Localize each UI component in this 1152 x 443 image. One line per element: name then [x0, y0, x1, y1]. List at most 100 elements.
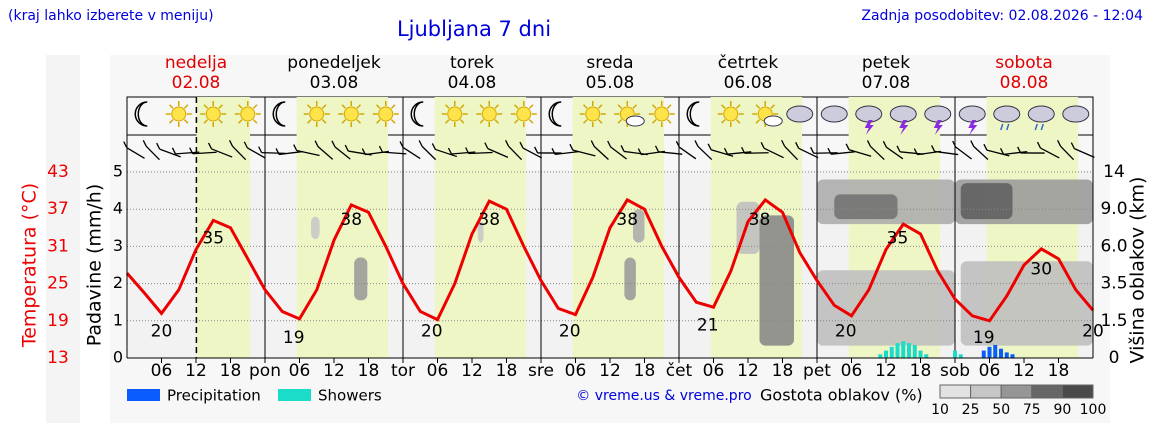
wind-barb-flag — [999, 148, 1005, 155]
sun-ray — [597, 104, 603, 109]
wind-barb-flag — [142, 140, 147, 147]
sun-ray — [514, 119, 519, 124]
sun-icon — [378, 106, 394, 122]
temp-tick-label: 13 — [47, 348, 69, 368]
wind-barb — [848, 149, 872, 157]
wind-barb-flag — [1017, 146, 1022, 154]
day-name: torek — [450, 53, 494, 73]
wind-barb — [554, 151, 579, 155]
density-label: 100 — [1080, 402, 1107, 418]
bolt-icon — [864, 120, 874, 135]
wind-barb — [784, 145, 799, 161]
wind-barb — [175, 151, 200, 155]
cloud-blob — [633, 209, 645, 243]
day-date: 08.08 — [1000, 73, 1049, 93]
wind-barb-flag — [551, 148, 556, 155]
wind-barb — [934, 150, 959, 156]
sun-icon — [240, 106, 256, 122]
temp-label: 38 — [616, 210, 638, 230]
sun-ray — [376, 119, 381, 124]
wind-barb — [610, 146, 627, 160]
wind-barb — [435, 148, 458, 158]
wind-barb-flag — [896, 145, 901, 153]
wind-barb-flag — [983, 143, 988, 151]
sun-ray — [341, 104, 347, 109]
wind-barb-flag — [723, 147, 729, 155]
sun-ray — [721, 119, 726, 124]
sun-ray — [169, 104, 174, 109]
wind-barb — [798, 147, 819, 159]
sun-icon — [585, 106, 601, 122]
sun-ray — [770, 104, 775, 109]
wind-barb-flag — [331, 140, 336, 148]
wind-barb — [402, 146, 421, 160]
sun-ray — [218, 119, 223, 124]
density-label: 25 — [962, 402, 980, 418]
x-tick-label: 12 — [737, 361, 759, 381]
x-tick-label: 06 — [979, 361, 1001, 381]
wind-barb — [830, 151, 855, 155]
sun-ray — [238, 104, 243, 109]
day-name: ponedeljek — [287, 53, 381, 73]
sun-ray — [252, 119, 258, 124]
temp-tick-label: 43 — [47, 162, 69, 182]
wind-barb-flag — [293, 144, 298, 151]
cloud-blob — [817, 270, 955, 346]
precip-bar — [912, 344, 917, 358]
cloud-blob — [960, 183, 1013, 220]
x-tick-label: 12 — [185, 361, 207, 381]
sun-ray — [528, 119, 534, 124]
x-tick-label: sob — [940, 361, 970, 381]
wind-barb-flag — [781, 139, 786, 147]
sun-icon — [723, 106, 739, 122]
legend-swatch — [127, 389, 160, 401]
density-swatch — [970, 384, 1002, 399]
temp-tick-label: 25 — [47, 274, 69, 294]
sun-ray — [341, 119, 347, 124]
x-tick-label: pon — [249, 361, 281, 381]
x-tick-label: 12 — [1013, 361, 1035, 381]
density-label: 50 — [992, 402, 1010, 418]
wind-barb — [572, 149, 596, 157]
day-date: 04.08 — [448, 73, 497, 93]
cloud-icon — [855, 105, 883, 123]
y-tick-label: 0 — [113, 348, 123, 367]
sun-ray — [218, 104, 223, 109]
y2-tick-label: 6.0 — [1100, 236, 1127, 256]
sun-ray — [494, 104, 499, 109]
wind-barb-flag — [913, 148, 918, 155]
wind-barb — [763, 147, 784, 159]
moon-icon — [686, 101, 700, 127]
wind-barb-flag — [484, 142, 489, 149]
precip-bar — [884, 350, 888, 358]
legend-label: Showers — [318, 387, 382, 405]
sun-ray — [755, 104, 761, 109]
wind-barb-flag — [123, 141, 128, 148]
cloud-blob — [624, 257, 636, 301]
wind-barb-flag — [637, 148, 642, 155]
cloud-icon — [1062, 105, 1090, 123]
wind-barb-flag — [418, 140, 423, 147]
note: (kraj lahko izberete v meniju) — [8, 8, 214, 24]
precip-bar — [889, 346, 894, 358]
wind-barb-flag — [569, 143, 574, 151]
precip-bar — [987, 346, 992, 358]
cloud-legend-title: Gostota oblakov (%) — [760, 386, 923, 405]
wind-barb — [296, 149, 320, 157]
sun-ray — [376, 104, 381, 109]
wind-barb — [1003, 151, 1028, 155]
wind-barb-flag — [1070, 142, 1075, 149]
cloud-blob — [759, 215, 794, 346]
temp-tick-label: 31 — [47, 236, 69, 256]
sun-icon — [654, 106, 670, 122]
x-tick-label: 18 — [772, 361, 794, 381]
sun-ray — [755, 119, 761, 124]
cloud-blob — [311, 216, 320, 239]
sun-ray — [183, 119, 189, 124]
sun-ray — [203, 104, 209, 109]
cloud-icon — [958, 105, 986, 123]
cloud-icon — [763, 115, 783, 127]
density-swatch — [1061, 384, 1094, 399]
wind-barb — [487, 148, 509, 158]
cloud-blob — [477, 221, 484, 243]
